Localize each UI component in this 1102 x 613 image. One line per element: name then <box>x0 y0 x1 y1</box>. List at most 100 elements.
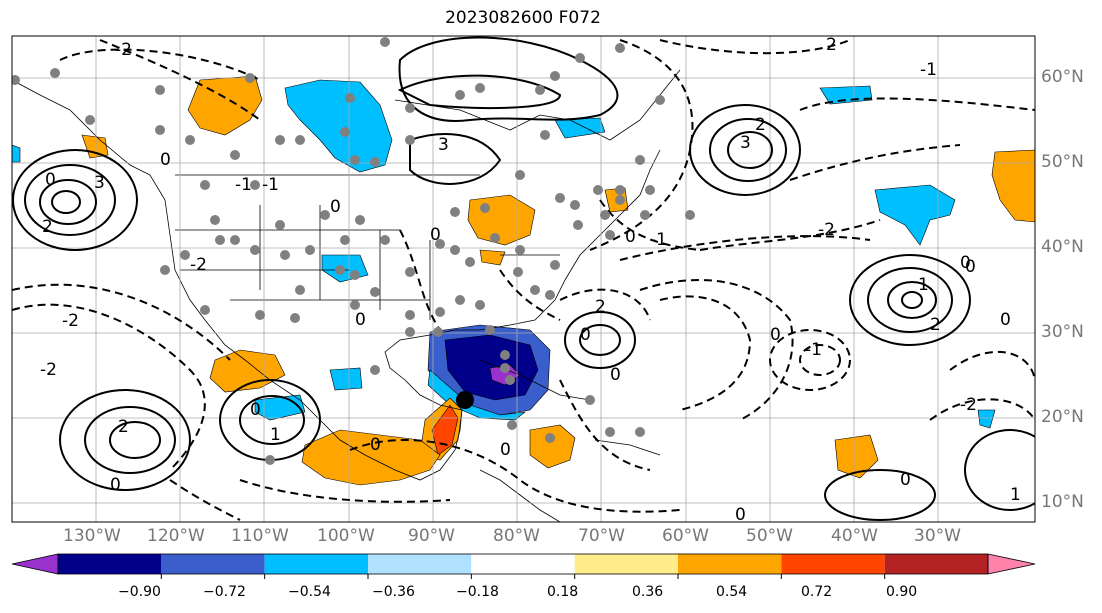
lat-label-50n: 50°N <box>1041 152 1084 172</box>
colorbar-segment <box>678 554 782 574</box>
anomaly-orange-central-am <box>301 429 441 486</box>
colorbar-tick-label: −0.72 <box>203 584 246 600</box>
contour-label: -1 <box>650 230 667 250</box>
lon-label-80w: 80°W <box>493 526 540 546</box>
contour-label: -2 <box>960 395 977 415</box>
lon-label-40w: 40°W <box>831 526 878 546</box>
contour-label: 0 <box>1000 310 1011 330</box>
contour-label: 1 <box>918 275 929 295</box>
lon-label-120w: 120°W <box>147 526 205 546</box>
contour-label: 1 <box>270 425 281 445</box>
anomaly-blue-canada <box>284 79 393 173</box>
colorbar-tick-label: 0.36 <box>632 584 664 600</box>
contour-label: -2 <box>190 255 207 275</box>
storm-marker <box>456 391 474 409</box>
colorbar-segment <box>781 554 885 574</box>
lon-label-60w: 60°W <box>662 526 709 546</box>
contour-label: 0 <box>110 475 121 495</box>
colorbar-segment <box>471 554 575 574</box>
colorbar-extend-high <box>987 553 1036 575</box>
contour-label: 3 <box>94 173 105 193</box>
contour-label: 3 <box>740 133 751 153</box>
anomaly-orange-tropical <box>834 434 879 479</box>
contour-label: 3 <box>438 135 449 155</box>
colorbar-segment <box>264 554 368 574</box>
lon-label-130w: 130°W <box>63 526 121 546</box>
coastlines <box>12 69 681 522</box>
contour-label: 2 <box>930 315 941 335</box>
lon-label-30w: 30°W <box>914 526 961 546</box>
contour-label: -2 <box>818 220 835 240</box>
anomaly-blue-greenland <box>819 85 873 105</box>
lat-label-30n: 30°N <box>1041 322 1084 342</box>
colorbar <box>11 553 1036 579</box>
colorbar-tick-label: −0.54 <box>288 584 331 600</box>
contour-label: 0 <box>160 150 171 170</box>
anomaly-blue-atlantic-small <box>977 409 996 429</box>
contour-label: 2 <box>826 35 837 55</box>
lat-label-40n: 40°N <box>1041 237 1084 257</box>
contour-label: 0 <box>355 310 366 330</box>
colorbar-segment <box>368 554 472 574</box>
anomaly-orange-ohio <box>479 249 506 266</box>
contour-label: 0 <box>735 505 746 525</box>
contour-label: 2 <box>595 297 606 317</box>
contour-label: -2 <box>40 360 57 380</box>
lon-label-110w: 110°W <box>231 526 289 546</box>
contour-labels: 2 3 2 1 2 3 2 1 2 1 3 2 -2 -1 -2 -1 -1 -… <box>40 35 1021 525</box>
contour-label: 0 <box>250 400 261 420</box>
lat-label-60n: 60°N <box>1041 67 1084 87</box>
colorbar-segment <box>58 554 162 574</box>
anomaly-blue-gulf-light <box>427 369 527 421</box>
observation-points <box>12 37 695 465</box>
solid-contours <box>12 36 1035 521</box>
contour-label: 0 <box>330 197 341 217</box>
contour-label: 0 <box>900 470 911 490</box>
contour-label: 1 <box>1010 485 1021 505</box>
contour-label: -1 <box>805 340 822 360</box>
contour-label: 2 <box>755 115 766 135</box>
map-border <box>11 35 1036 523</box>
lat-label-10n: 10°N <box>1041 492 1084 512</box>
map-background <box>12 36 1035 522</box>
contour-label: 0 <box>580 325 591 345</box>
lon-label-100w: 100°W <box>317 526 375 546</box>
anomaly-orange-caribbean <box>529 424 576 469</box>
map-title: 2023082600 F072 <box>445 8 601 28</box>
colorbar-segment <box>161 554 265 574</box>
anomaly-orange-nw <box>187 75 263 136</box>
contour-label: 2 <box>42 217 53 237</box>
anomaly-blue-west-edge <box>12 144 21 163</box>
contour-label: 0 <box>500 440 511 460</box>
contour-label: 0 <box>960 253 971 273</box>
colorbar-segment <box>574 554 678 574</box>
lon-label-50w: 50°W <box>746 526 793 546</box>
lat-label-20n: 20°N <box>1041 407 1084 427</box>
contour-label: 0 <box>770 325 781 345</box>
colorbar-tick-label: −0.90 <box>118 584 161 600</box>
contour-label: 0 <box>610 365 621 385</box>
contour-label: 0 <box>45 170 56 190</box>
colorbar-tick-label: 0.54 <box>716 584 748 600</box>
contour-label: -1 <box>235 175 252 195</box>
colorbar-tick-label: 0.72 <box>801 584 833 600</box>
contour-label: 2 <box>118 417 129 437</box>
colorbar-tick-label: −0.18 <box>456 584 499 600</box>
contour-label: -2 <box>62 311 79 331</box>
anomaly-blue-texas <box>329 367 363 391</box>
colorbar-tick-label: 0.18 <box>547 584 579 600</box>
colorbar-border <box>57 553 989 575</box>
contour-label: 0 <box>965 257 976 277</box>
lon-label-90w: 90°W <box>408 526 455 546</box>
lon-label-70w: 70°W <box>578 526 625 546</box>
contour-label: 0 <box>430 225 441 245</box>
anomaly-red-yucatan <box>431 404 459 456</box>
contour-label: -2 <box>115 40 132 60</box>
colorbar-extend-low <box>11 553 59 575</box>
colorbar-segment <box>884 554 988 574</box>
contour-label: -1 <box>262 175 279 195</box>
contour-label: 0 <box>625 227 636 247</box>
colorbar-tick-label: −0.36 <box>372 584 415 600</box>
anomaly-orange-east <box>991 149 1035 223</box>
